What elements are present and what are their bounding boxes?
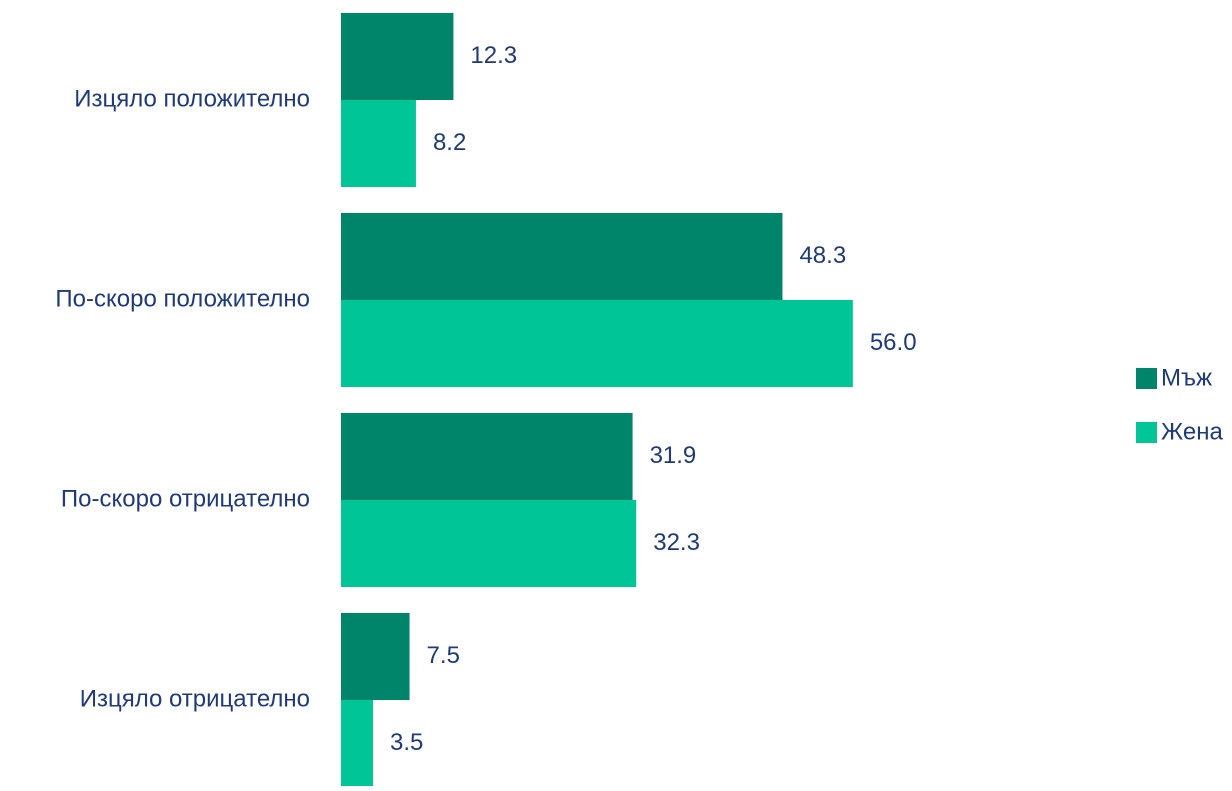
category-label: Изцяло положително: [74, 85, 310, 112]
legend-swatch: [1136, 368, 1157, 389]
value-label: 32.3: [653, 529, 700, 556]
value-label: 48.3: [799, 242, 846, 269]
bar-male: [341, 413, 633, 500]
category-label: По-скоро отрицателно: [61, 485, 310, 512]
category-labels: Изцяло положително По-скоро положително По…: [55, 85, 310, 712]
bar-female: [341, 700, 373, 787]
legend-swatch: [1136, 422, 1157, 443]
bar-male: [341, 613, 410, 700]
bar-female: [341, 300, 853, 387]
value-label: 3.5: [390, 729, 423, 756]
category-label: Изцяло отрицателно: [80, 685, 310, 712]
legend-label: Жена: [1161, 418, 1223, 445]
bar-male: [341, 213, 783, 300]
value-label: 12.3: [470, 42, 517, 69]
value-label: 31.9: [650, 442, 697, 469]
value-label: 56.0: [870, 329, 917, 356]
value-label: 7.5: [427, 642, 460, 669]
legend-label: Мъж: [1161, 364, 1212, 391]
value-labels: 12.3 8.2 48.3 56.0 31.9 32.3 7.5 3.5: [390, 42, 917, 756]
bar-male: [341, 13, 454, 100]
bars: [341, 13, 853, 787]
bar-female: [341, 500, 637, 587]
legend: Мъж Жена: [1136, 364, 1223, 445]
value-label: 8.2: [433, 129, 466, 156]
category-label: По-скоро положително: [55, 285, 310, 312]
bar-female: [341, 100, 416, 187]
